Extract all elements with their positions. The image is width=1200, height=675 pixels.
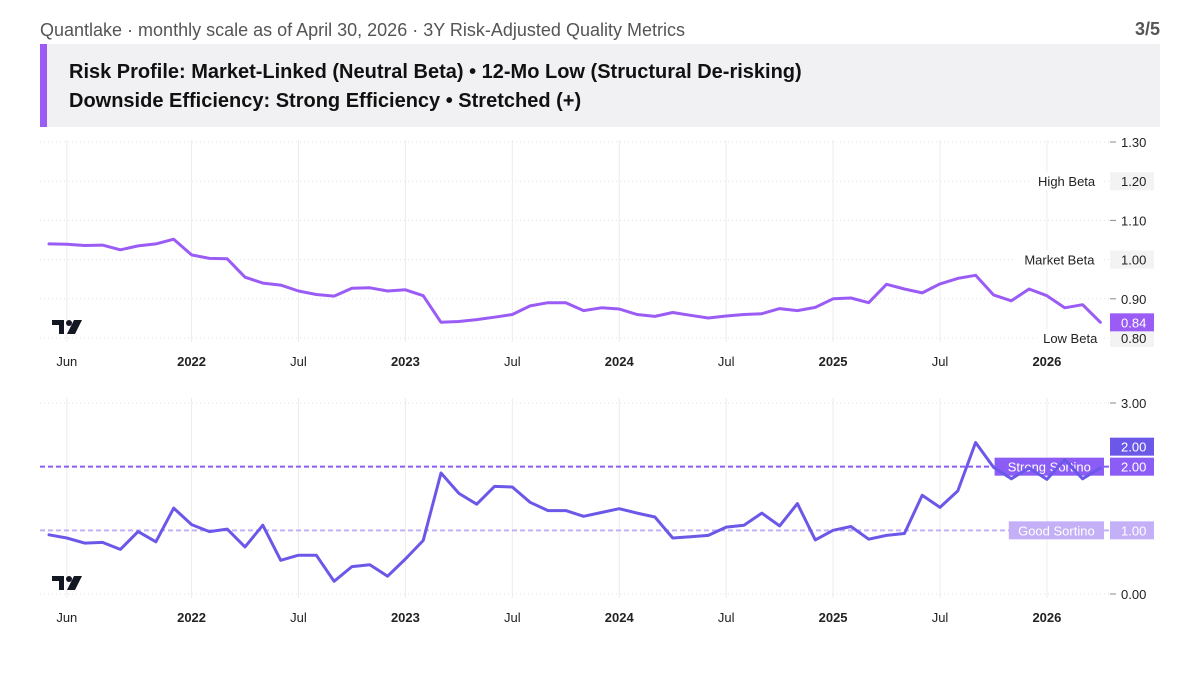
reference-value-badge	[1110, 172, 1154, 191]
reference-value-badge	[1110, 457, 1154, 476]
x-tick-label: Jul	[718, 610, 735, 625]
reference-value-badge	[1110, 250, 1154, 269]
reference-value: 0.80	[1121, 331, 1146, 346]
x-tick-label: Jun	[56, 354, 77, 369]
reference-label: Low Beta	[1043, 331, 1098, 346]
last-value-badge	[1110, 313, 1154, 332]
beta-chart: Jun2022Jul2023Jul2024Jul2025Jul20260.800…	[40, 135, 1154, 369]
y-tick-label: 1.10	[1121, 213, 1146, 228]
y-tick-label: 3.00	[1121, 396, 1146, 411]
x-tick-label: 2023	[391, 354, 420, 369]
page-number: 3/5	[1134, 19, 1160, 39]
logo-part	[67, 320, 82, 334]
x-tick-label: 2025	[819, 610, 848, 625]
tradingview-logo-icon	[52, 576, 82, 590]
x-tick-label: 2022	[177, 354, 206, 369]
reference-label-badge	[1029, 172, 1104, 191]
reference-label-badge	[1008, 521, 1104, 540]
reference-label: Market Beta	[1024, 253, 1095, 268]
reference-label-badge	[1014, 250, 1104, 269]
page-subtitle: Quantlake · monthly scale as of April 30…	[40, 20, 685, 40]
banner-risk-profile: Risk Profile: Market-Linked (Neutral Bet…	[69, 61, 802, 83]
summary-banner: Risk Profile: Market-Linked (Neutral Bet…	[40, 44, 1160, 127]
last-value-badge	[1110, 437, 1154, 456]
reference-value: 1.20	[1121, 174, 1146, 189]
x-tick-label: 2022	[177, 610, 206, 625]
x-tick-label: Jul	[718, 354, 735, 369]
reference-value: 1.00	[1121, 523, 1146, 538]
reference-label: High Beta	[1038, 174, 1096, 189]
reference-label: Good Sortino	[1018, 523, 1095, 538]
x-tick-label: Jul	[504, 354, 521, 369]
logo-part	[67, 576, 82, 590]
logo-part	[52, 576, 64, 590]
x-tick-label: Jul	[290, 610, 307, 625]
x-tick-label: Jul	[290, 354, 307, 369]
x-tick-label: Jul	[932, 354, 949, 369]
x-tick-label: 2026	[1032, 610, 1061, 625]
tradingview-logo-icon	[52, 320, 82, 334]
logo-part	[66, 320, 72, 326]
sortino-grid	[40, 398, 1116, 598]
last-value-label: 0.84	[1121, 315, 1146, 330]
x-tick-label: 2026	[1032, 354, 1061, 369]
reference-label-badge	[1036, 329, 1104, 347]
sortino-series-line	[47, 441, 1102, 583]
reference-value: 2.00	[1121, 460, 1146, 475]
y-tick-label: 0.90	[1121, 292, 1146, 307]
x-tick-label: 2024	[605, 354, 635, 369]
reference-value-badge	[1110, 521, 1154, 540]
x-tick-label: 2025	[819, 354, 848, 369]
y-tick-label: 1.30	[1121, 135, 1146, 150]
last-value-label: 2.00	[1121, 440, 1146, 455]
x-tick-label: Jul	[932, 610, 949, 625]
logo-part	[52, 320, 64, 334]
x-tick-label: Jun	[56, 610, 77, 625]
beta-series-line	[47, 237, 1102, 324]
y-tick-label: 0.00	[1121, 587, 1146, 602]
reference-value: 1.00	[1121, 253, 1146, 268]
logo-part	[66, 576, 72, 582]
x-tick-label: Jul	[504, 610, 521, 625]
x-tick-label: 2024	[605, 610, 635, 625]
reference-value-badge	[1110, 329, 1154, 347]
x-tick-label: 2023	[391, 610, 420, 625]
top-bar: Quantlake · monthly scale as of April 30…	[40, 18, 1160, 44]
banner-downside-efficiency: Downside Efficiency: Strong Efficiency •…	[69, 90, 582, 112]
